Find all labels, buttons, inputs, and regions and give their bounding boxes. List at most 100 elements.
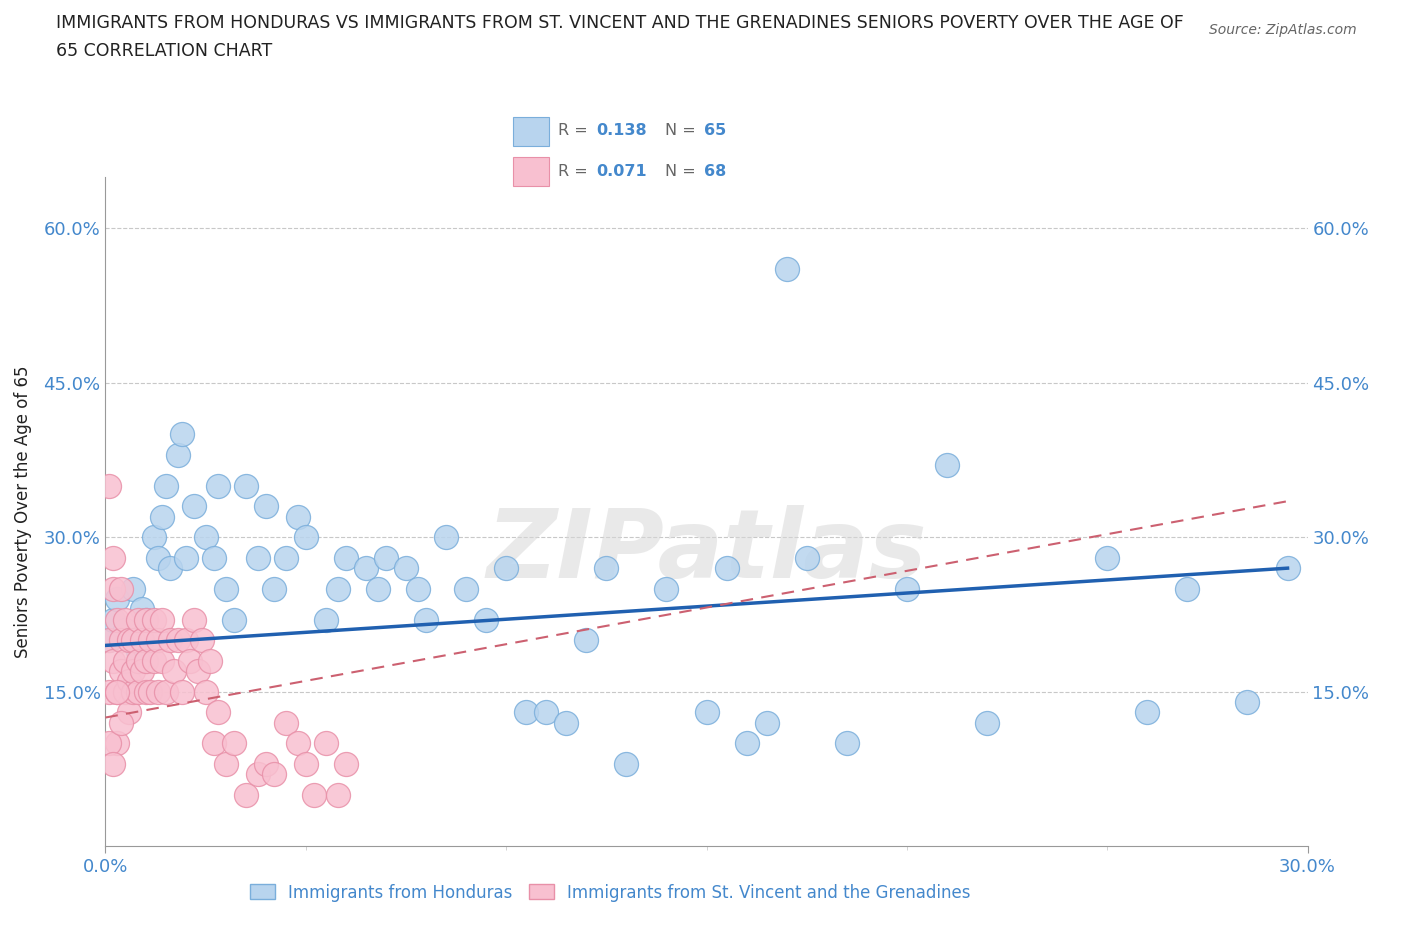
Point (354, 561, 377, 576)
Text: 0.138: 0.138 (596, 124, 647, 139)
Point (367, 581, 389, 596)
Point (835, 736, 858, 751)
Point (131, 664, 153, 679)
Point (107, 684, 129, 699)
Point (575, 632, 598, 647)
Point (1136, 705, 1159, 720)
Point (170, 427, 193, 442)
Point (122, 581, 145, 596)
Point (555, 715, 578, 730)
Point (118, 674, 141, 689)
Point (135, 684, 157, 699)
Point (796, 551, 818, 565)
Text: R =: R = (558, 124, 593, 139)
Point (235, 788, 257, 803)
Point (127, 654, 149, 669)
Point (127, 612, 149, 627)
Point (194, 684, 217, 699)
Point (776, 262, 799, 277)
Point (315, 612, 337, 627)
Point (138, 632, 160, 647)
Point (114, 612, 136, 627)
Point (122, 684, 145, 699)
Point (138, 684, 160, 699)
Point (118, 632, 141, 647)
Point (135, 612, 157, 627)
Point (246, 766, 269, 781)
Point (98, 478, 121, 493)
Point (127, 644, 149, 658)
Point (475, 612, 498, 627)
Point (142, 612, 165, 627)
Text: IMMIGRANTS FROM HONDURAS VS IMMIGRANTS FROM ST. VINCENT AND THE GRENADINES SENIO: IMMIGRANTS FROM HONDURAS VS IMMIGRANTS F… (56, 14, 1184, 32)
Point (118, 632, 141, 647)
Point (534, 705, 557, 720)
Point (415, 612, 437, 627)
Point (395, 561, 418, 576)
Point (146, 632, 169, 647)
Point (434, 530, 457, 545)
Point (150, 654, 173, 669)
Point (142, 654, 165, 669)
Point (103, 756, 125, 771)
Point (198, 654, 221, 669)
Point (1097, 551, 1119, 565)
Point (159, 632, 181, 647)
Point (374, 551, 398, 565)
Point (142, 530, 165, 545)
Point (263, 766, 285, 781)
Point (263, 581, 285, 596)
Point (495, 561, 517, 576)
Text: 65: 65 (703, 124, 725, 139)
Text: 65 CORRELATION CHART: 65 CORRELATION CHART (56, 42, 273, 60)
Point (315, 736, 337, 751)
Point (896, 581, 918, 596)
Point (716, 561, 738, 576)
Point (595, 561, 617, 576)
Point (166, 632, 188, 647)
Point (131, 632, 153, 647)
Point (98, 736, 121, 751)
Point (135, 612, 157, 627)
Text: R =: R = (558, 164, 593, 179)
Point (194, 530, 217, 545)
Point (107, 736, 129, 751)
Point (202, 736, 225, 751)
Point (976, 715, 998, 730)
Point (735, 736, 758, 751)
Point (406, 581, 429, 596)
Text: ZIPatlas: ZIPatlas (486, 505, 927, 598)
Point (335, 756, 357, 771)
Point (295, 530, 318, 545)
Point (202, 551, 225, 565)
Point (696, 705, 718, 720)
Point (214, 581, 236, 596)
Point (187, 664, 209, 679)
Bar (513, 157, 548, 186)
Point (114, 654, 136, 669)
Point (159, 561, 181, 576)
Point (274, 551, 297, 565)
Point (326, 581, 349, 596)
Point (162, 664, 184, 679)
Point (287, 510, 309, 525)
Point (174, 551, 197, 565)
Point (1177, 581, 1199, 596)
Point (616, 756, 638, 771)
Point (110, 632, 132, 647)
Point (103, 612, 125, 627)
Point (179, 654, 201, 669)
Point (166, 447, 188, 462)
Point (183, 498, 205, 513)
Text: Source: ZipAtlas.com: Source: ZipAtlas.com (1209, 23, 1357, 37)
Point (107, 612, 129, 627)
Point (302, 788, 325, 803)
Point (110, 581, 132, 596)
Point (114, 622, 136, 637)
Point (755, 715, 778, 730)
Point (146, 684, 169, 699)
Point (1277, 561, 1299, 576)
Point (246, 551, 269, 565)
Bar (513, 116, 548, 146)
Text: N =: N = (665, 124, 702, 139)
